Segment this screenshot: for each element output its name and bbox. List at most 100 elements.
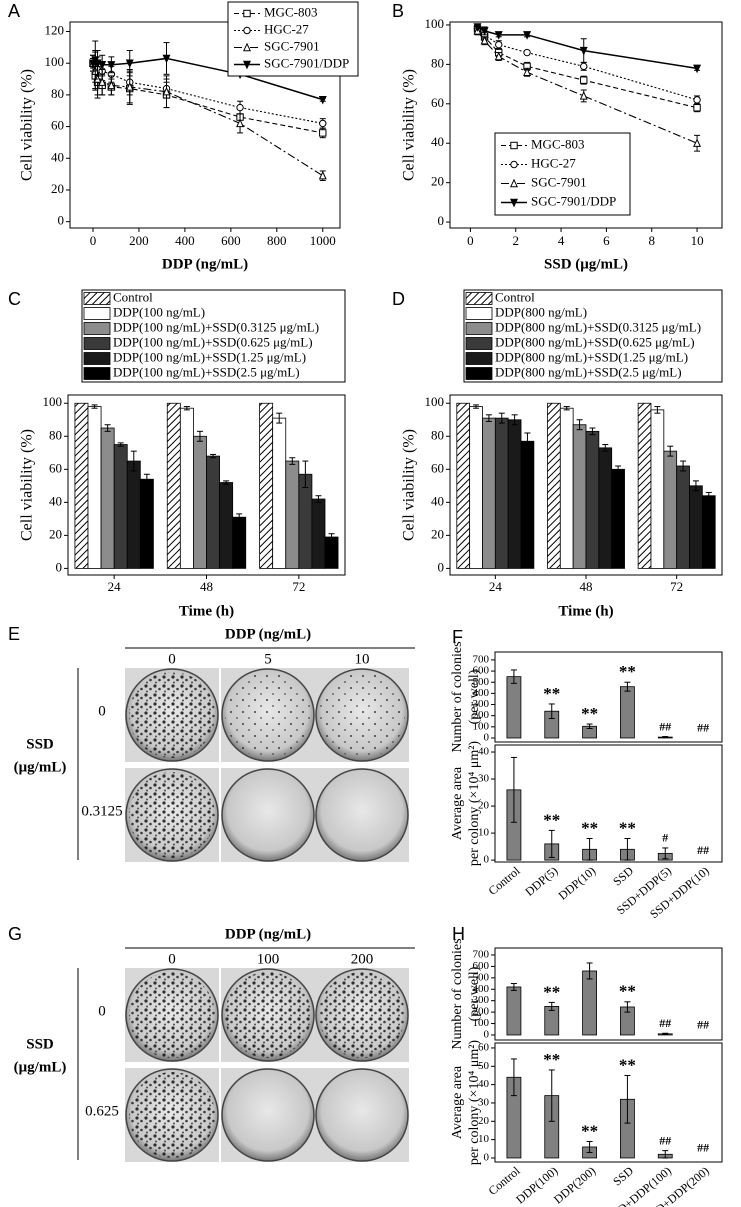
bar [650, 409, 665, 569]
significance-label: ## [659, 1016, 671, 1030]
marker [480, 35, 489, 45]
significance-label: ** [543, 982, 560, 1001]
y-axis-label: Cell viability (%) [19, 69, 36, 181]
legend-swatch [83, 322, 111, 335]
bar [620, 686, 635, 739]
y-axis-label: (per well) [467, 966, 482, 1021]
error-bar [662, 1150, 669, 1159]
marker [693, 64, 702, 74]
y-tick-label: 400 [473, 687, 490, 699]
marker [494, 51, 503, 61]
y-axis-label: Number of colonies [450, 641, 465, 752]
significance-label: ## [659, 719, 671, 733]
column-label: 200 [351, 951, 374, 967]
legend-swatch [465, 337, 493, 350]
legend-marker [510, 178, 518, 188]
column-label: 0 [168, 651, 176, 667]
x-axis-label: SSD (μg/mL) [544, 256, 628, 272]
error-bar [130, 450, 137, 472]
y-axis-label: Cell viability (%) [401, 69, 418, 181]
y-tick-label: 300 [473, 994, 490, 1006]
error-bar [624, 837, 631, 861]
legend-swatch [465, 352, 493, 365]
dish [315, 1068, 409, 1162]
error-bar [485, 414, 492, 422]
legend-label: DDP(100 ng/mL)+SSD(1.25 μg/mL) [113, 349, 306, 364]
x-tick-label: 1000 [310, 233, 336, 248]
significance-label: ** [619, 1055, 636, 1074]
legend-marker [243, 42, 251, 52]
bar [598, 447, 613, 569]
bar [87, 406, 102, 569]
bar [324, 536, 339, 569]
y-tick-label: 100 [473, 720, 490, 732]
marker [495, 40, 503, 49]
x-tick-label: DDP(200) [551, 1164, 598, 1207]
legend-label: SGC-7901 [531, 174, 587, 189]
y-tick-label: 80 [431, 55, 444, 70]
error-bar [548, 1001, 555, 1011]
bar [585, 430, 600, 569]
x-tick-label: 200 [129, 233, 149, 248]
legend-box [463, 289, 723, 383]
row-label: 0.625 [85, 1103, 119, 1119]
legend-label: MGC-803 [531, 136, 584, 151]
marker [523, 48, 531, 57]
error-bar [662, 736, 669, 739]
x-tick-label: SSD [610, 863, 636, 888]
y-tick-label: 20 [478, 800, 490, 812]
column-label: 0 [168, 951, 176, 967]
y-axis-label: per colony (×10⁴ μm²) [467, 741, 482, 867]
y-tick-label: 0 [438, 559, 445, 574]
x-tick-label: DDP(5) [522, 864, 560, 899]
y-tick-label: 200 [473, 1006, 490, 1018]
y-axis-label: Average area [450, 766, 465, 840]
bar [311, 498, 326, 569]
marker [162, 54, 171, 64]
panel-label: H [452, 924, 465, 944]
column-label: 5 [264, 651, 272, 667]
y-tick-label: 10 [478, 827, 490, 839]
column-title: DDP (ng/mL) [225, 626, 311, 642]
y-tick-label: 50 [478, 1060, 490, 1072]
significance-label: ## [697, 843, 709, 857]
y-tick-label: 500 [473, 676, 490, 688]
significance-label: # [662, 831, 668, 845]
plot-frame [494, 1042, 723, 1163]
y-tick-label: 30 [478, 1096, 490, 1108]
error-bar [548, 1069, 555, 1122]
panel-label: C [8, 289, 21, 309]
significance-label: ## [697, 721, 709, 735]
colonies [129, 1072, 215, 1158]
x-tick-label: 0 [467, 233, 474, 248]
panel-label: B [392, 1, 404, 21]
y-tick-label: 0 [484, 732, 490, 744]
marker [236, 103, 244, 112]
row-label: 0 [98, 703, 106, 719]
marker [480, 27, 489, 36]
bar [572, 424, 587, 569]
error-bar [563, 406, 570, 411]
error-bar [510, 1058, 517, 1097]
error-bar [589, 427, 596, 436]
y-tick-label: 80 [49, 427, 62, 442]
legend-swatch [465, 307, 493, 320]
marker [693, 138, 702, 147]
y-tick-label: 60 [51, 118, 64, 133]
y-tick-label: 0 [438, 213, 445, 228]
row-title: SSD [26, 736, 54, 752]
marker [318, 170, 327, 180]
y-tick-label: 20 [478, 1115, 490, 1127]
legend-label: Control [113, 289, 153, 304]
y-tick-label: 100 [473, 1017, 490, 1029]
y-tick-label: 20 [431, 526, 444, 541]
error-bar [624, 681, 631, 692]
marker [162, 86, 171, 96]
error-bar [196, 430, 203, 442]
error-bar [586, 723, 593, 730]
error-bar [586, 962, 593, 980]
colonies [225, 972, 311, 1058]
error-bar [548, 829, 555, 858]
error-bar [667, 445, 674, 457]
error-bar [680, 460, 687, 472]
